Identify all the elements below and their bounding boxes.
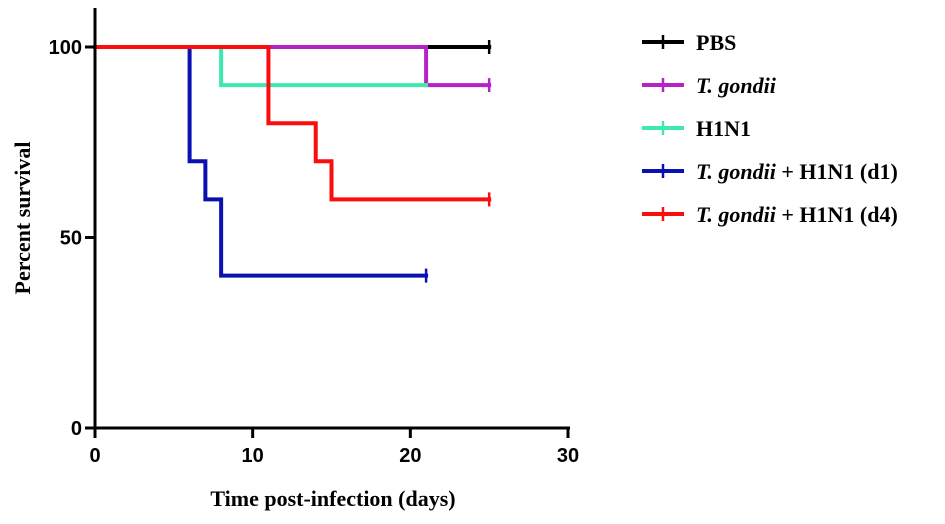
y-tick-label: 0 — [71, 418, 82, 440]
legend-label: T. gondii + H1N1 (d4) — [696, 202, 898, 227]
x-tick-label: 10 — [242, 445, 264, 467]
legend-label: T. gondii — [696, 73, 777, 98]
series-line-4 — [93, 45, 492, 202]
series-line-1 — [93, 45, 492, 88]
legend-label-part: PBS — [696, 30, 736, 55]
legend-label: T. gondii + H1N1 (d1) — [696, 159, 898, 184]
legend-item: PBS — [642, 30, 736, 55]
x-tick-label: 30 — [557, 445, 579, 467]
legend-item: T. gondii + H1N1 (d1) — [642, 159, 898, 184]
legend-label: PBS — [696, 30, 736, 55]
legend-item: T. gondii — [642, 73, 777, 98]
y-tick-label: 50 — [60, 228, 82, 250]
axes — [93, 8, 570, 430]
legend-item: H1N1 — [642, 116, 751, 141]
legend-label-part: + H1N1 (d4) — [776, 202, 898, 227]
legend-label: H1N1 — [696, 116, 751, 141]
plot-area — [93, 40, 492, 283]
legend-label-part: + H1N1 (d1) — [776, 159, 898, 184]
x-axis-title: Time post-infection (days) — [210, 486, 455, 511]
legend-label-part: H1N1 — [696, 116, 751, 141]
legend-label-part: T. gondii — [696, 73, 777, 98]
series-line-2 — [93, 45, 429, 88]
y-tick-label: 100 — [49, 37, 82, 59]
series-line-3 — [93, 45, 429, 278]
legend-item: T. gondii + H1N1 (d4) — [642, 202, 898, 227]
y-axis-title: Percent survival — [10, 142, 35, 295]
legend-label-part: T. gondii — [696, 159, 777, 184]
axis-ticks: 0 10 20 30 0 50 100 — [49, 37, 580, 467]
x-tick-label: 0 — [89, 445, 100, 467]
legend-label-part: T. gondii — [696, 202, 777, 227]
x-tick-label: 20 — [399, 445, 421, 467]
